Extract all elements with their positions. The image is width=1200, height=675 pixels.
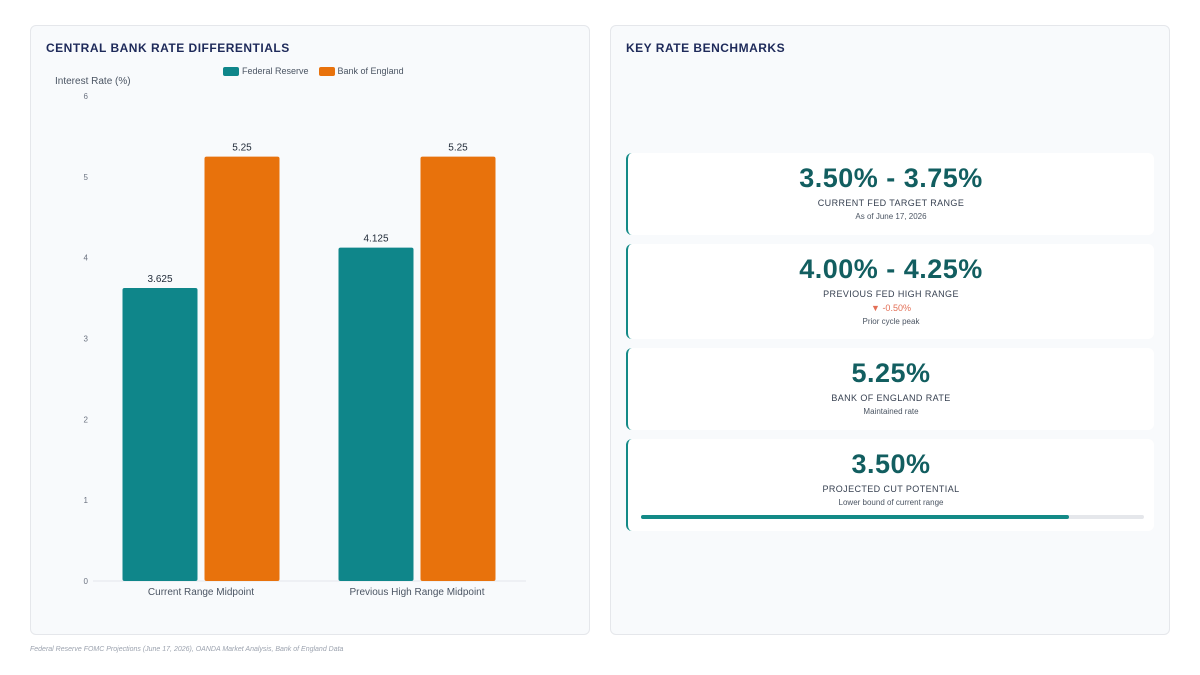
change-indicator: ▼ -0.50%: [871, 303, 911, 313]
bar-chart: Interest Rate (%) 0 1 2 3 4 5 6 3.625 5.25 Current…: [55, 76, 526, 598]
chart-panel-title: CENTRAL BANK RATE DIFFERENTIALS: [46, 41, 290, 55]
card-value: 5.25%: [851, 358, 931, 388]
benchmarks-panel-title: KEY RATE BENCHMARKS: [626, 41, 786, 55]
card-projected-cut: 3.50% PROJECTED CUT POTENTIAL Lower boun…: [626, 439, 1154, 531]
card-value: 3.50%: [851, 449, 931, 479]
x-category-label: Previous High Range Midpoint: [349, 587, 484, 598]
x-category-label: Current Range Midpoint: [148, 587, 254, 598]
chart-legend: Federal Reserve Bank of England: [223, 66, 408, 76]
legend-item-boe[interactable]: Bank of England: [318, 66, 404, 76]
card-subtext: Lower bound of current range: [838, 498, 944, 507]
y-tick-label: 1: [84, 496, 89, 505]
bar-boe: [204, 156, 280, 581]
card-value: 3.50% - 3.75%: [799, 163, 983, 193]
bar-boe: [420, 156, 496, 581]
source-note: Federal Reserve FOMC Projections (June 1…: [30, 646, 344, 653]
card-subtext: Maintained rate: [863, 407, 919, 416]
card-value: 4.00% - 4.25%: [799, 254, 983, 284]
card-boe-rate: 5.25% BANK OF ENGLAND RATE Maintained ra…: [626, 348, 1154, 430]
bar-value-label: 3.625: [147, 274, 172, 285]
y-tick-label: 0: [84, 577, 89, 586]
y-tick-label: 4: [84, 254, 89, 263]
y-tick-label: 5: [84, 173, 89, 182]
legend-label-fed: Federal Reserve: [242, 66, 309, 76]
card-current-fed-range: 3.50% - 3.75% CURRENT FED TARGET RANGE A…: [626, 153, 1154, 235]
card-subtext: As of June 17, 2026: [855, 212, 927, 221]
y-tick-label: 6: [84, 92, 89, 101]
card-previous-fed-range: 4.00% - 4.25% PREVIOUS FED HIGH RANGE ▼ …: [626, 244, 1154, 339]
progress-fill: [641, 515, 1069, 519]
card-label: BANK OF ENGLAND RATE: [831, 393, 951, 403]
y-axis-title: Interest Rate (%): [55, 76, 131, 87]
progress-track: [641, 515, 1144, 519]
bar-value-label: 4.125: [363, 234, 388, 245]
card-label: PREVIOUS FED HIGH RANGE: [823, 289, 959, 299]
bar-value-label: 5.25: [232, 143, 252, 154]
legend-item-fed[interactable]: Federal Reserve: [223, 66, 309, 76]
bar-fed: [338, 247, 414, 581]
legend-swatch-boe: [318, 66, 335, 76]
rate-chart-panel: CENTRAL BANK RATE DIFFERENTIALS Federal …: [30, 25, 590, 635]
legend-swatch-fed: [223, 66, 239, 76]
card-label: PROJECTED CUT POTENTIAL: [822, 484, 960, 494]
benchmarks-panel: KEY RATE BENCHMARKS 3.50% - 3.75% CURREN…: [610, 25, 1170, 635]
bar-value-label: 5.25: [448, 143, 468, 154]
card-label: CURRENT FED TARGET RANGE: [817, 198, 965, 208]
y-tick-label: 3: [84, 335, 89, 344]
card-subtext: Prior cycle peak: [862, 317, 920, 326]
legend-label-boe: Bank of England: [337, 66, 404, 76]
y-tick-label: 2: [84, 415, 89, 424]
bar-fed: [122, 287, 198, 581]
